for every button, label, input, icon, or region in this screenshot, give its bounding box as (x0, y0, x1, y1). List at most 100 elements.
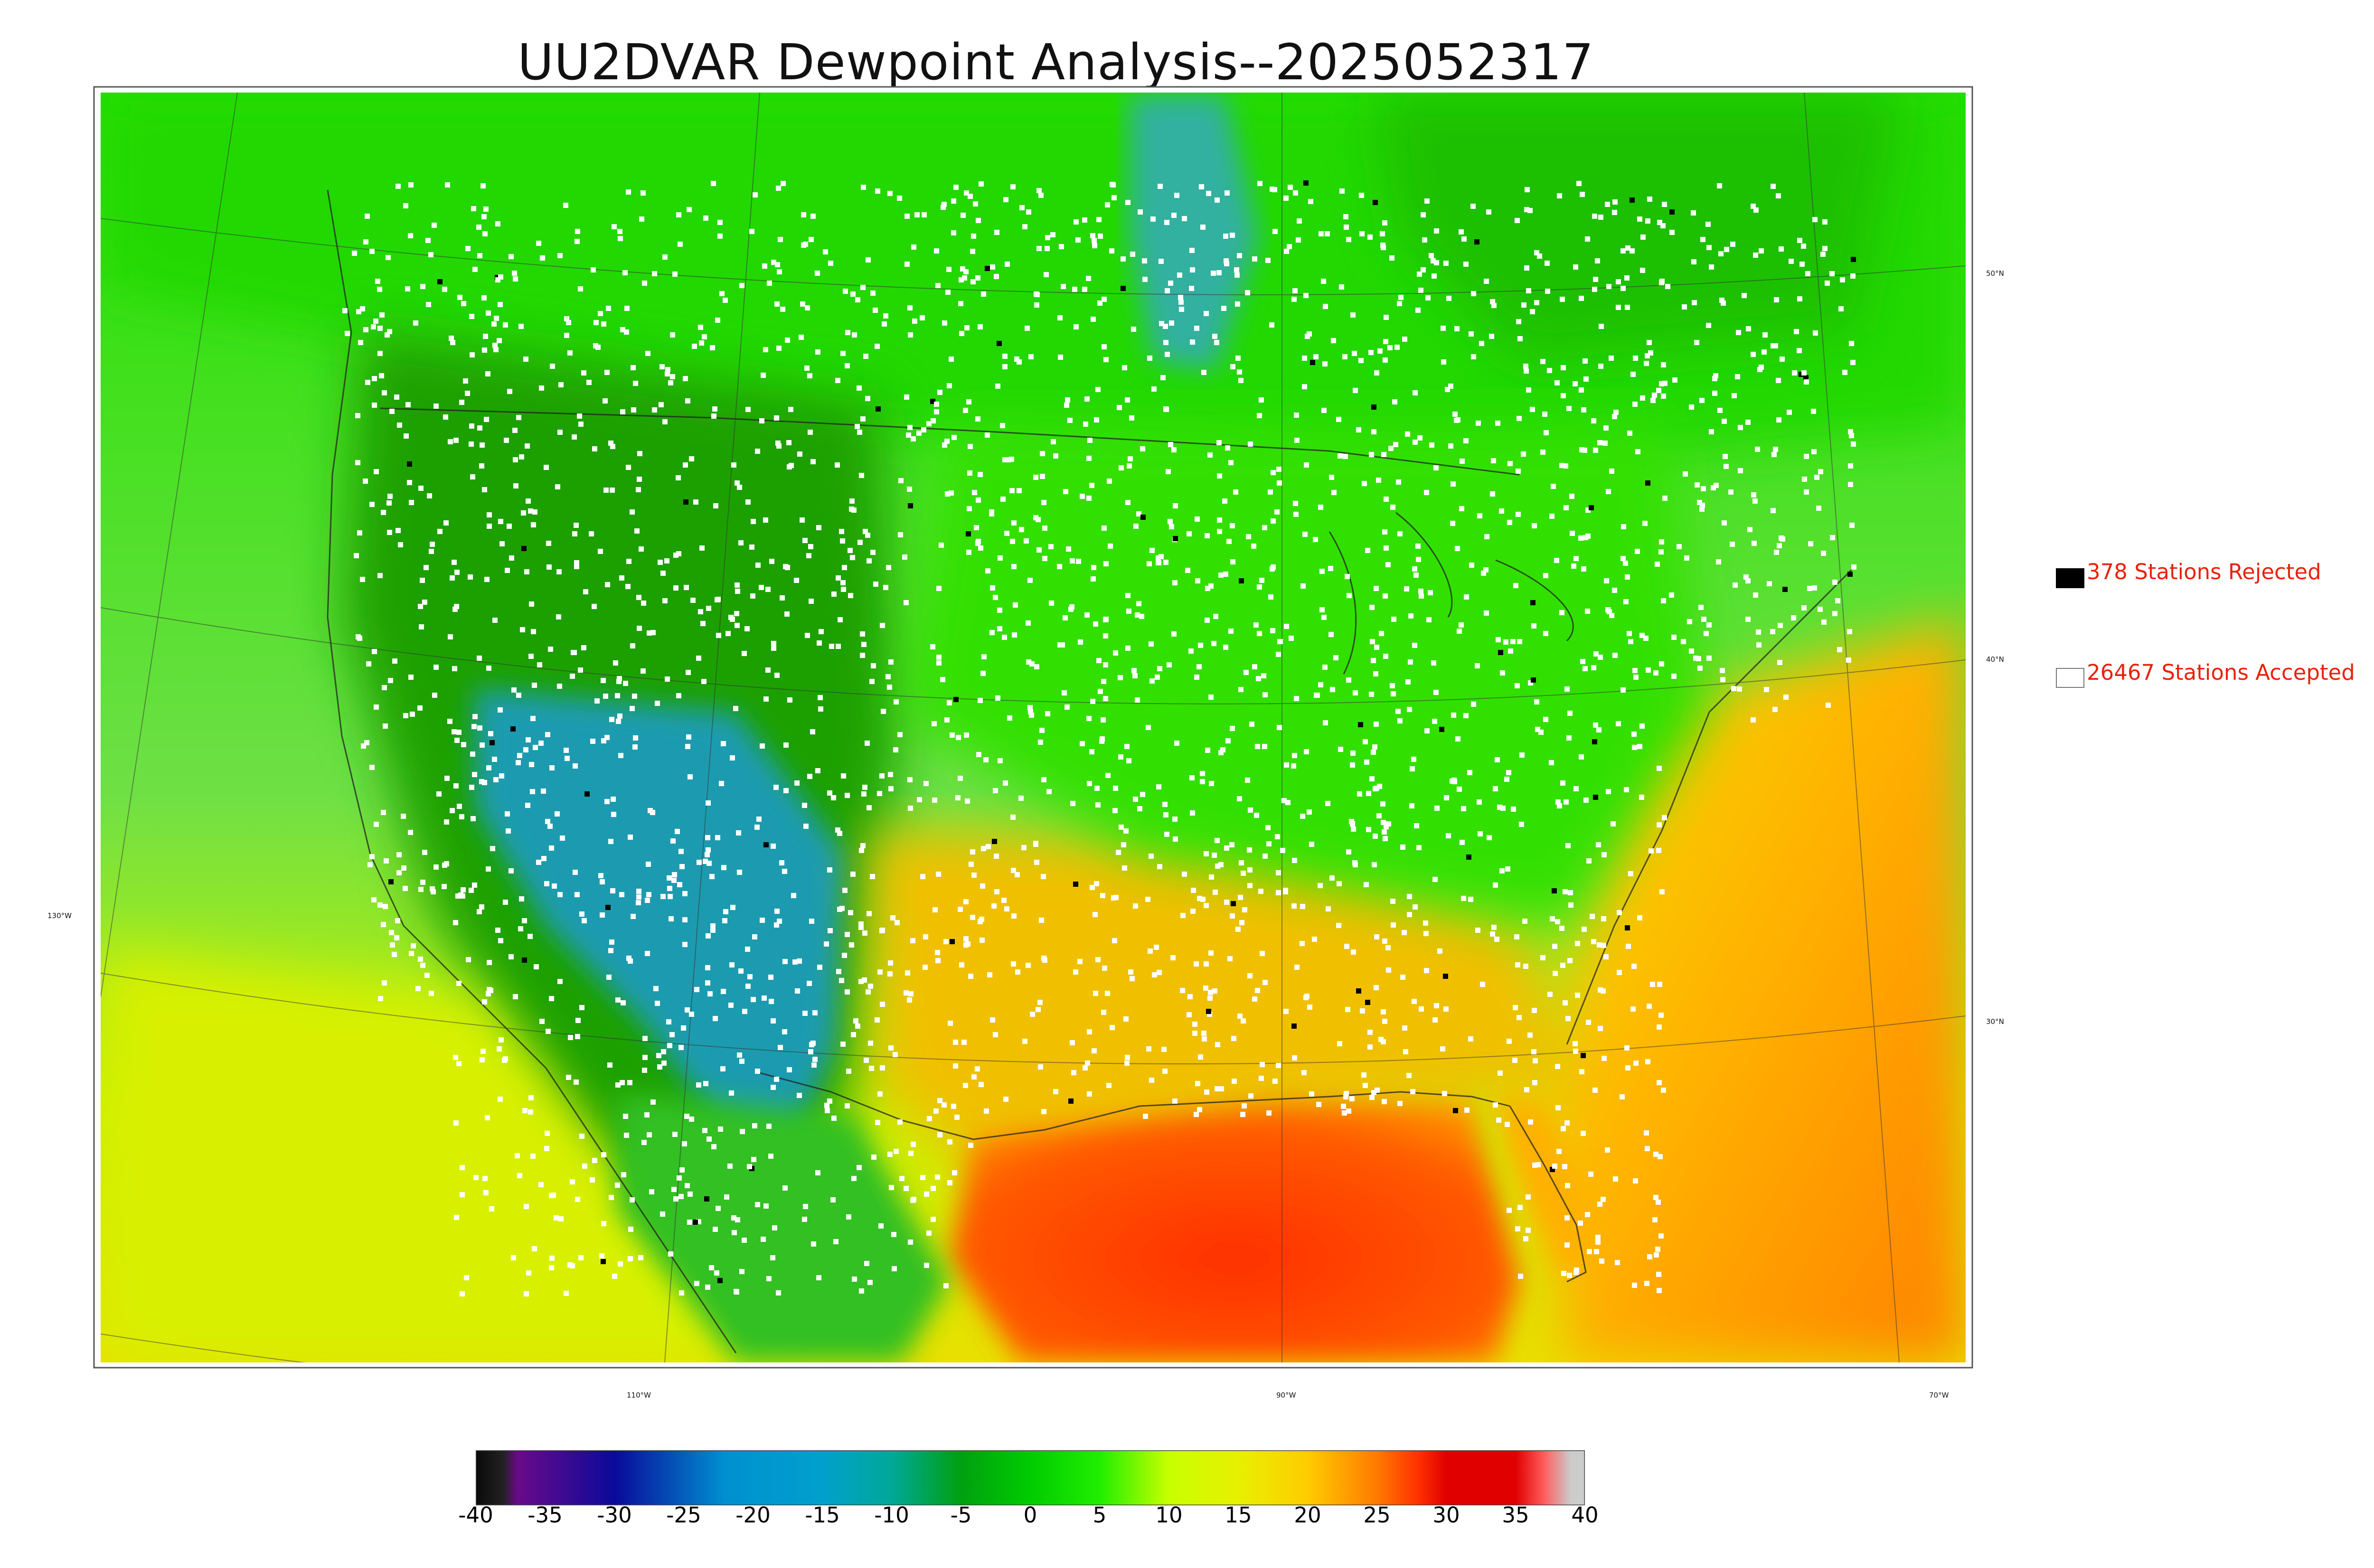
station-marker (582, 1164, 587, 1169)
station-marker (1108, 544, 1113, 549)
station-marker (784, 611, 790, 617)
station-marker (1171, 447, 1177, 452)
station-marker (803, 824, 809, 829)
station-marker (781, 181, 786, 186)
station-marker (1212, 334, 1217, 339)
station-marker (1624, 787, 1629, 792)
station-marker (413, 320, 418, 326)
station-marker (1297, 218, 1302, 224)
station-marker (636, 595, 641, 600)
station-marker (1579, 387, 1584, 393)
station-marker (1015, 872, 1020, 877)
station-marker (994, 889, 999, 894)
station-marker (1132, 673, 1138, 678)
station-marker (454, 570, 460, 575)
station-marker (390, 942, 395, 948)
station-marker (539, 1019, 545, 1024)
station-marker (1208, 990, 1213, 995)
station-marker (503, 900, 508, 905)
station-marker (715, 597, 720, 602)
station-marker (966, 399, 971, 404)
station-marker (1851, 441, 1856, 447)
station-marker (1753, 207, 1759, 213)
station-marker (745, 947, 750, 952)
station-marker (486, 666, 491, 671)
station-marker (737, 485, 742, 490)
station-marker (1497, 805, 1502, 810)
station-marker (509, 555, 514, 561)
station-marker (1691, 210, 1696, 216)
station-marker (1801, 244, 1806, 249)
station-marker (1631, 732, 1637, 737)
station-marker (1265, 258, 1271, 263)
station-marker (1594, 1249, 1599, 1254)
station-marker (667, 1043, 672, 1048)
station-marker (1262, 525, 1267, 530)
station-marker (621, 1172, 626, 1177)
station-marker (710, 928, 716, 933)
station-marker (959, 277, 964, 282)
station-marker (997, 608, 1002, 613)
station-marker (1516, 469, 1521, 474)
lon-label-130w: 130°W (47, 911, 72, 920)
station-marker (1496, 1117, 1501, 1123)
station-marker (491, 321, 497, 327)
station-marker (613, 660, 618, 666)
station-marker (940, 677, 945, 682)
station-marker (1751, 492, 1756, 498)
station-marker (728, 615, 734, 620)
station-marker (1361, 1072, 1366, 1078)
station-marker (731, 462, 736, 468)
station-marker (860, 653, 865, 658)
station-marker (605, 582, 610, 587)
station-marker (787, 697, 792, 703)
station-marker (964, 732, 969, 738)
station-marker (1554, 558, 1559, 563)
station-marker (768, 1154, 773, 1159)
station-marker (371, 324, 376, 329)
station-marker (618, 753, 623, 758)
station-marker (1598, 987, 1603, 993)
station-marker (1127, 463, 1132, 469)
station-marker (1211, 641, 1216, 646)
station-marker (797, 958, 802, 964)
station-marker (911, 1142, 916, 1147)
station-marker (678, 1194, 684, 1199)
station-marker (1429, 253, 1434, 258)
station-marker (700, 621, 706, 626)
station-marker (1720, 677, 1725, 682)
station-marker (979, 917, 984, 922)
station-marker (469, 314, 474, 319)
station-marker (487, 512, 492, 517)
station-marker (1585, 236, 1590, 242)
station-marker (1041, 874, 1046, 879)
station-marker (1165, 352, 1170, 357)
station-marker (601, 678, 606, 683)
station-marker (1064, 403, 1069, 408)
station-marker (1379, 631, 1384, 636)
station-marker (943, 939, 949, 944)
station-marker (1098, 234, 1103, 239)
station-marker (541, 789, 546, 794)
station-marker (630, 643, 635, 648)
station-marker (1124, 744, 1130, 749)
station-marker (1563, 463, 1568, 469)
station-marker (1552, 888, 1557, 893)
station-marker (427, 493, 432, 498)
station-marker (980, 671, 986, 676)
station-marker (521, 510, 526, 516)
station-marker (1701, 617, 1706, 622)
station-marker (454, 738, 460, 743)
station-marker (888, 960, 893, 966)
station-marker (487, 524, 492, 529)
station-marker (1776, 417, 1781, 423)
station-marker (1172, 817, 1178, 822)
station-marker (836, 575, 841, 581)
station-marker (676, 693, 681, 698)
station-marker (1459, 229, 1464, 235)
station-marker (1434, 228, 1439, 234)
station-marker (1053, 453, 1058, 459)
station-marker (770, 1255, 775, 1260)
station-marker (775, 262, 780, 267)
station-marker (975, 541, 980, 546)
